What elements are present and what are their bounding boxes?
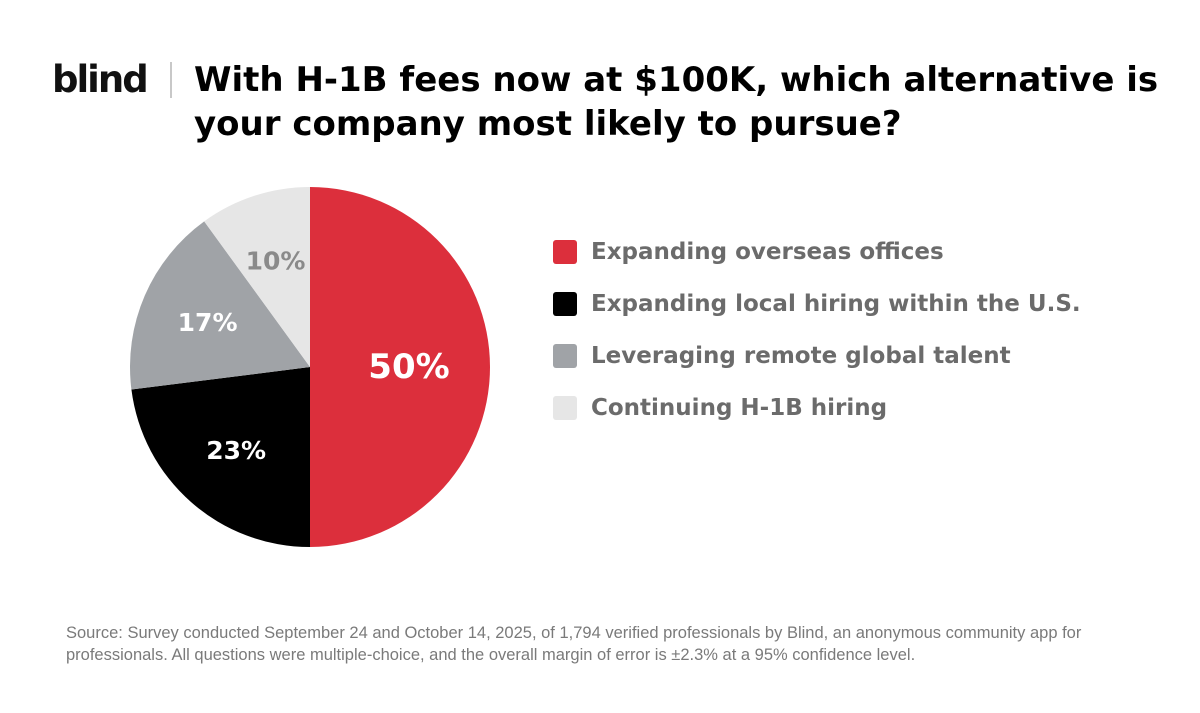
- pie-slice-leveraging-remote-global-talent: [130, 221, 310, 390]
- pie-slice-expanding-local-hiring-within-the-u-s: [131, 367, 310, 547]
- legend-item-expanding-overseas-offices: Expanding overseas offices: [553, 232, 1081, 272]
- legend-item-expanding-local-hiring-within-the-u-s: Expanding local hiring within the U.S.: [553, 284, 1081, 324]
- chart-title: With H-1B fees now at $100K, which alter…: [194, 60, 1159, 144]
- blind-logo: blind: [52, 58, 149, 101]
- data-label-continuing-h-1b-hiring: 10%: [246, 246, 306, 275]
- pie-chart: 50% 23% 17% 10%: [130, 187, 490, 547]
- chart-legend: Expanding overseas offices Expanding loca…: [553, 232, 1081, 440]
- legend-swatch: [553, 344, 577, 368]
- legend-swatch: [553, 292, 577, 316]
- legend-swatch: [553, 240, 577, 264]
- pie-slice-continuing-h-1b-hiring: [204, 187, 310, 367]
- pie-slice-expanding-overseas-offices: [310, 187, 490, 547]
- data-label-expanding-overseas-offices: 50%: [368, 347, 449, 387]
- legend-label: Expanding local hiring within the U.S.: [591, 291, 1081, 317]
- source-note: Source: Survey conducted September 24 an…: [66, 624, 1082, 664]
- data-label-leveraging-remote-global-talent: 17%: [178, 308, 238, 337]
- data-label-expanding-local-hiring-within-the-u-s: 23%: [206, 436, 266, 465]
- legend-label: Continuing H-1B hiring: [591, 395, 888, 421]
- legend-item-leveraging-remote-global-talent: Leveraging remote global talent: [553, 336, 1081, 376]
- legend-label: Leveraging remote global talent: [591, 343, 1011, 369]
- legend-label: Expanding overseas offices: [591, 239, 944, 265]
- legend-swatch: [553, 396, 577, 420]
- header-divider: [170, 62, 172, 98]
- legend-item-continuing-h-1b-hiring: Continuing H-1B hiring: [553, 388, 1081, 428]
